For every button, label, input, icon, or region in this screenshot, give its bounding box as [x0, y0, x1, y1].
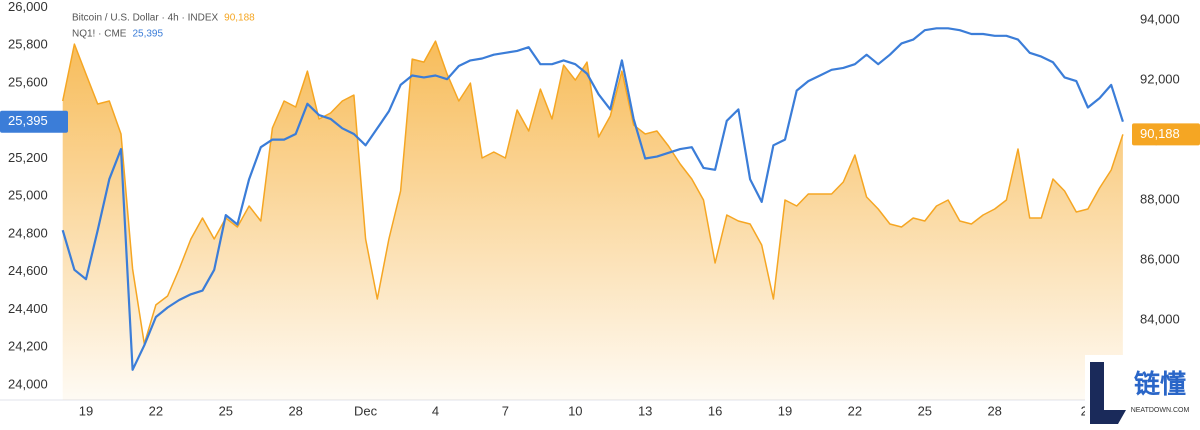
x-tick-label: 25 — [219, 403, 233, 418]
y-tick-label: 24,200 — [8, 339, 48, 354]
x-tick-label: 16 — [708, 403, 722, 418]
x-tick-label: 19 — [778, 403, 792, 418]
last-price-box — [1132, 123, 1200, 146]
y2-tick-label: 88,000 — [1140, 191, 1180, 206]
x-tick-label: 22 — [848, 403, 862, 418]
last-price-label: 25,395 — [8, 113, 48, 128]
plot: 24,000 24,200 24,400 24,600 24,800 25,000 25,2… — [0, 0, 1200, 418]
legend-value: 25,395 — [132, 29, 163, 40]
y-tick-label: 26,000 — [8, 0, 48, 14]
watermark-sub: NEATDOWN.COM — [1131, 407, 1190, 414]
y-tick-label: 25,200 — [8, 150, 48, 165]
watermark-text: 链懂 — [1134, 369, 1186, 399]
watermark-icon — [1090, 362, 1126, 424]
series-line — [61, 40, 1124, 345]
series-line — [61, 27, 1124, 371]
y-tick-label: 24,400 — [8, 301, 48, 316]
y-tick-label: 25,800 — [8, 37, 48, 52]
y-tick-label: 24,800 — [8, 225, 48, 240]
legend-label: Bitcoin / U.S. Dollar · 4h · INDEX — [72, 13, 218, 24]
y2-tick-label: 86,000 — [1140, 251, 1180, 266]
x-tick-label: 19 — [79, 403, 93, 418]
legend-value: 90,188 — [224, 13, 255, 24]
x-tick-label: 7 — [502, 403, 509, 418]
x-tick-label: 13 — [638, 403, 652, 418]
last-price-box — [0, 110, 68, 133]
x-tick-label: 28 — [288, 403, 302, 418]
y2-tick-label: 94,000 — [1140, 12, 1180, 27]
y2-tick-label: 92,000 — [1140, 71, 1180, 86]
legend-label: NQ1! · CME — [72, 29, 127, 40]
y2-tick-label: 84,000 — [1140, 311, 1180, 326]
watermark: 链懂 NEATDOWN.COM — [1085, 355, 1200, 430]
y-tick-label: 25,600 — [8, 74, 48, 89]
x-tick-label: 10 — [568, 403, 582, 418]
x-tick-label: Dec — [354, 403, 378, 418]
y-tick-label: 24,000 — [8, 376, 48, 391]
y-tick-label: 25,000 — [8, 188, 48, 203]
series-area — [62, 41, 1123, 400]
x-tick-label: 25 — [918, 403, 932, 418]
x-tick-label: 28 — [987, 403, 1001, 418]
last-price-label: 90,188 — [1140, 126, 1180, 141]
x-tick-label: 22 — [149, 403, 163, 418]
x-tick-label: 4 — [432, 403, 439, 418]
y-tick-label: 24,600 — [8, 263, 48, 278]
